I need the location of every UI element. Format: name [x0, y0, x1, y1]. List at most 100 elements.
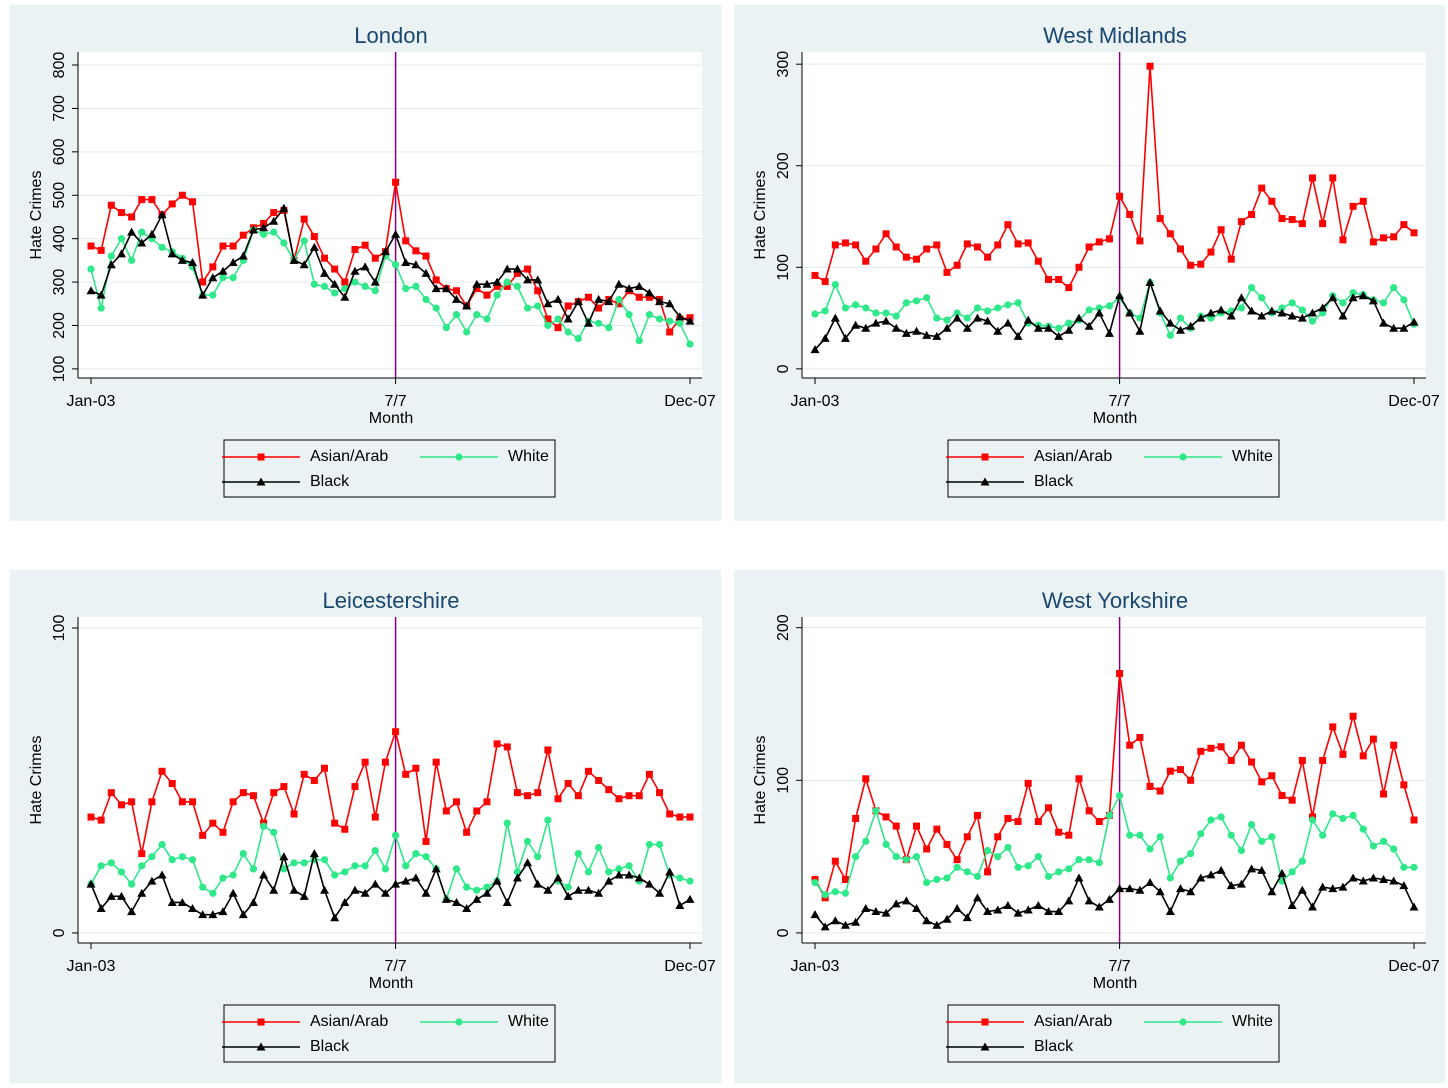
marker	[1085, 856, 1093, 864]
marker	[1247, 820, 1256, 829]
marker	[635, 293, 643, 301]
marker	[422, 252, 430, 260]
marker	[310, 776, 318, 784]
legend-label: White	[508, 448, 549, 465]
marker	[1126, 210, 1134, 218]
marker	[380, 247, 390, 256]
marker	[922, 916, 932, 925]
marker	[1410, 229, 1418, 237]
marker	[1065, 319, 1073, 327]
marker	[472, 894, 482, 903]
marker	[821, 891, 829, 899]
marker	[882, 840, 890, 849]
marker	[116, 891, 126, 900]
marker	[218, 907, 228, 916]
marker	[1257, 865, 1267, 874]
marker	[861, 904, 871, 913]
x-tick-label: Dec-07	[664, 393, 716, 410]
marker	[1287, 900, 1297, 909]
marker	[1237, 846, 1246, 855]
marker	[584, 293, 592, 301]
marker	[675, 312, 685, 321]
marker	[147, 876, 157, 885]
marker	[229, 871, 237, 879]
marker	[483, 883, 491, 891]
marker	[138, 850, 146, 858]
marker	[984, 253, 992, 261]
y-tick-label: 700	[51, 95, 68, 122]
marker	[401, 258, 411, 267]
x-tick-label: Dec-07	[1388, 393, 1440, 410]
marker	[1349, 202, 1357, 210]
marker	[994, 853, 1002, 861]
marker	[371, 287, 379, 295]
marker	[1268, 772, 1276, 780]
marker	[1115, 791, 1124, 800]
marker	[189, 798, 197, 806]
marker	[1216, 305, 1226, 314]
marker	[635, 792, 643, 800]
marker	[574, 850, 582, 858]
marker	[87, 813, 95, 821]
chart-panel: London Hate Crimes Month 100 200 300 400 500 600…	[10, 5, 721, 521]
marker	[1104, 894, 1114, 903]
y-tick-label: 100	[775, 767, 792, 794]
marker	[584, 868, 593, 876]
marker	[209, 819, 217, 827]
marker	[320, 856, 329, 864]
marker	[1319, 220, 1327, 228]
marker	[462, 904, 472, 913]
x-tick-label: 7/7	[384, 958, 406, 975]
x-tick-label: Jan-03	[791, 393, 840, 410]
marker	[1339, 236, 1347, 244]
marker	[188, 258, 198, 267]
marker	[645, 311, 653, 319]
marker	[686, 340, 694, 348]
marker	[1024, 862, 1032, 870]
marker	[1368, 296, 1378, 305]
marker	[380, 888, 390, 897]
marker	[644, 288, 654, 297]
marker	[1400, 221, 1408, 229]
marker	[138, 196, 146, 204]
marker	[341, 868, 349, 876]
marker	[912, 297, 921, 305]
marker	[1187, 261, 1195, 269]
marker	[188, 856, 197, 864]
marker	[645, 293, 653, 301]
marker	[1298, 220, 1306, 228]
marker	[544, 321, 552, 330]
marker	[381, 758, 389, 766]
y-tick-label: 200	[775, 614, 792, 641]
marker	[137, 888, 147, 897]
marker	[840, 333, 850, 342]
marker	[605, 324, 613, 332]
marker	[1034, 818, 1042, 826]
marker	[1034, 853, 1042, 861]
marker	[86, 879, 96, 888]
marker	[1136, 237, 1144, 245]
marker	[1226, 311, 1236, 320]
marker	[198, 290, 208, 299]
marker	[1095, 238, 1103, 246]
y-tick-label: 300	[775, 51, 792, 78]
marker	[1014, 299, 1022, 307]
x-axis-title: Month	[1093, 410, 1137, 427]
marker	[980, 477, 990, 486]
marker	[441, 284, 451, 293]
marker	[289, 255, 299, 264]
marker	[810, 910, 820, 919]
marker	[300, 237, 308, 245]
marker	[1248, 210, 1256, 218]
marker	[933, 241, 941, 249]
marker	[331, 871, 339, 879]
marker	[229, 274, 237, 282]
marker	[1288, 868, 1296, 876]
marker	[411, 260, 421, 269]
marker	[624, 284, 634, 293]
marker	[533, 275, 543, 284]
marker	[852, 241, 860, 249]
marker	[666, 328, 674, 336]
marker	[1308, 174, 1316, 182]
marker	[1197, 260, 1205, 268]
